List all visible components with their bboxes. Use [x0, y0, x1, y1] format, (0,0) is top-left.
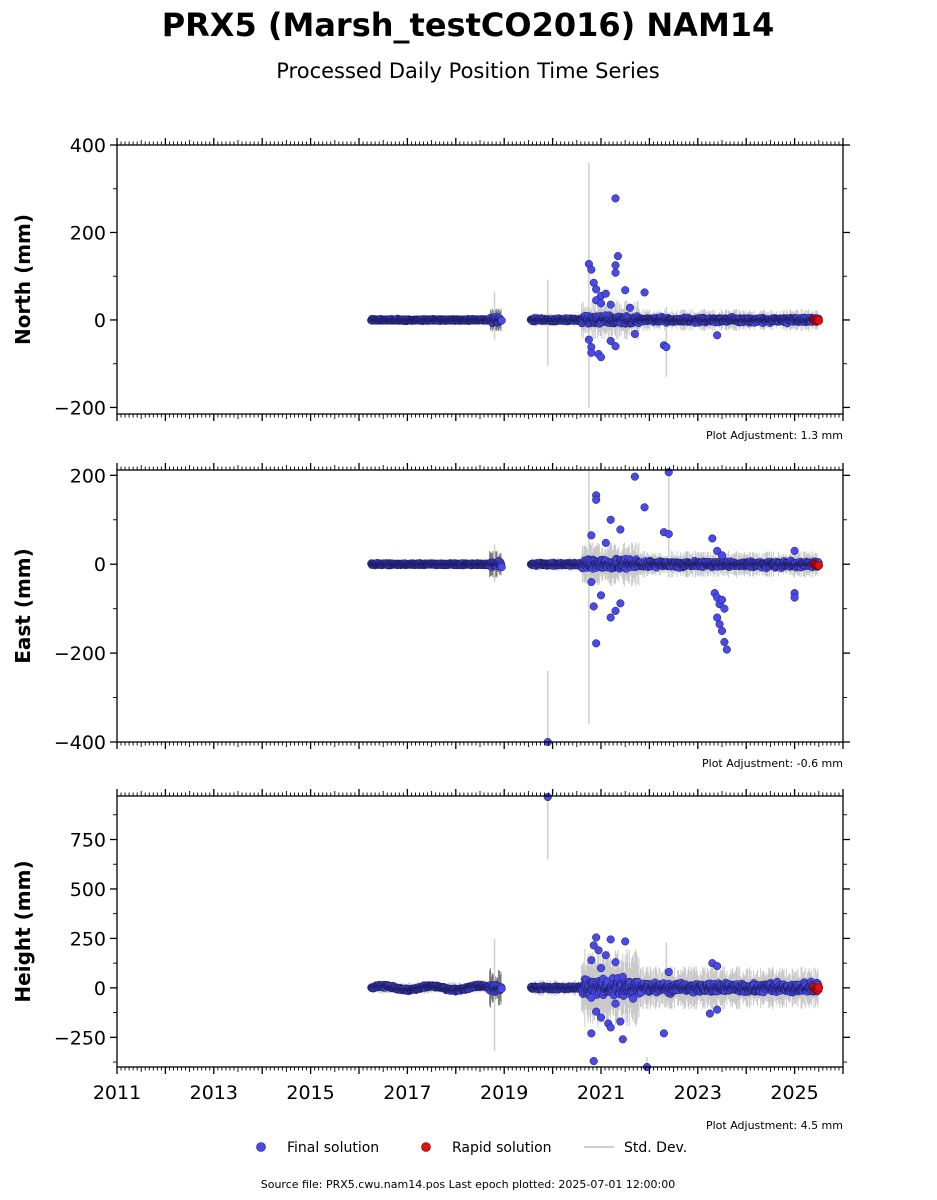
east-outlier-point [790, 593, 799, 602]
east-outlier-point [587, 577, 596, 587]
east-outlier-point [592, 495, 601, 504]
north-outlier-point [587, 348, 596, 357]
east-outlier-point [720, 637, 729, 647]
north-y-tick-label: 200 [70, 222, 106, 244]
east-outlier-point [616, 525, 625, 534]
north-y-ticks: −200 0 200 400 [54, 135, 850, 419]
north-outlier-point [630, 329, 639, 339]
east-y-tick-label: 200 [70, 465, 106, 487]
north-outlier-point [613, 252, 622, 261]
north-panel: −200 0 200 400 North (mm) Plot Adjustment: 1.… [11, 135, 850, 442]
north-final-point [497, 316, 506, 325]
north-y-tick-label: −200 [54, 397, 106, 419]
east-outlier-point [606, 613, 615, 622]
east-x-ticks [116, 463, 844, 749]
north-outlier-point [611, 194, 620, 203]
north-x-ticks [116, 138, 844, 421]
east-rapid-point [814, 561, 824, 570]
east-final-point [497, 563, 506, 572]
north-outlier-point [662, 343, 671, 352]
north-outlier-point [601, 289, 610, 298]
east-y-tick-label: −400 [54, 732, 106, 754]
chart-title: PRX5 (Marsh_testCO2016) NAM14 [162, 6, 775, 44]
east-outlier-point [630, 472, 639, 481]
east-outlier-point [640, 503, 649, 512]
east-outlier-point [589, 602, 598, 611]
east-outlier-point [592, 639, 601, 648]
east-outlier-point [606, 515, 615, 524]
east-final-points [367, 468, 823, 747]
north-rapid-point [814, 316, 824, 325]
north-outlier-point [596, 353, 606, 362]
north-outlier-point [611, 261, 620, 270]
north-axes-frame [116, 144, 844, 415]
north-outlier-point [596, 299, 606, 308]
height-stddev-lines [370, 796, 819, 1067]
east-y-ticks: −400 −200 0 200 [54, 465, 850, 754]
chart-subtitle: Processed Daily Position Time Series [276, 59, 660, 83]
east-y-tick-label: 0 [94, 554, 106, 576]
east-y-axis-label: East (mm) [11, 548, 35, 664]
north-outlier-point [625, 303, 635, 312]
east-outlier-point [720, 604, 729, 613]
east-plot-adjustment: Plot Adjustment: -0.6 mm [702, 757, 843, 770]
north-outlier-point [592, 285, 601, 294]
north-outlier-point [713, 331, 722, 340]
east-outlier-point [717, 626, 727, 635]
east-outlier-point [717, 551, 727, 560]
north-plot-adjustment: Plot Adjustment: 1.3 mm [706, 429, 843, 442]
north-outlier-point [587, 265, 596, 274]
east-panel: −400 −200 0 200 East (mm) Plot Adjustment: -0… [11, 463, 850, 770]
north-y-axis-label: North (mm) [11, 214, 35, 345]
east-outlier-point [596, 591, 606, 600]
panels: −200 0 200 400 North (mm) Plot Adjustment: 1.… [11, 135, 850, 1132]
north-outlier-point [621, 286, 630, 295]
east-axes-frame [116, 469, 844, 743]
north-rapid-points [809, 315, 824, 326]
east-outlier-point [611, 606, 620, 615]
east-y-tick-label: −200 [54, 643, 106, 665]
east-outlier-point [601, 538, 610, 547]
north-outlier-point [584, 335, 593, 344]
east-outlier-point [717, 595, 727, 604]
north-y-tick-label: 400 [70, 135, 106, 157]
north-y-tick-label: 0 [94, 310, 106, 332]
north-final-points [367, 194, 823, 362]
east-outlier-point [790, 546, 799, 555]
north-outlier-point [611, 268, 620, 277]
east-outlier-point [616, 599, 625, 608]
east-outlier-point [664, 529, 673, 539]
north-outlier-point [606, 300, 615, 309]
east-outlier-point [708, 534, 717, 543]
east-outlier-point [722, 645, 731, 654]
north-outlier-point [611, 342, 620, 351]
north-outlier-point [640, 288, 649, 297]
east-outlier-point [587, 531, 596, 540]
